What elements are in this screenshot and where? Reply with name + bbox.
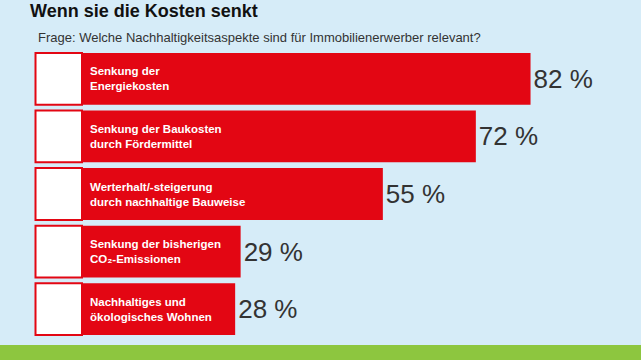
svg-text:82 %: 82 %: [534, 64, 593, 94]
svg-text:Frage: Welche Nachhaltigkeitsa: Frage: Welche Nachhaltigkeitsaspekte sin…: [38, 30, 481, 45]
svg-text:29 %: 29 %: [244, 237, 303, 267]
svg-text:72 %: 72 %: [479, 121, 538, 151]
svg-text:Werterhalt/-steigerungdurch na: Werterhalt/-steigerungdurch nachhaltige …: [90, 181, 245, 208]
svg-text:Senkung derEnergiekosten: Senkung derEnergiekosten: [90, 65, 169, 92]
svg-text:Senkung der bisherigenCO₂-Emis: Senkung der bisherigenCO₂-Emissionen: [90, 238, 221, 265]
svg-text:Senkung der Baukostendurch För: Senkung der Baukostendurch Fördermittel: [90, 123, 222, 150]
svg-text:Nachhaltiges undökologisches W: Nachhaltiges undökologisches Wohnen: [90, 296, 212, 323]
svg-text:55 %: 55 %: [386, 179, 445, 209]
svg-text:28 %: 28 %: [238, 294, 297, 324]
svg-text:Wenn sie die Kosten senkt: Wenn sie die Kosten senkt: [30, 1, 258, 21]
